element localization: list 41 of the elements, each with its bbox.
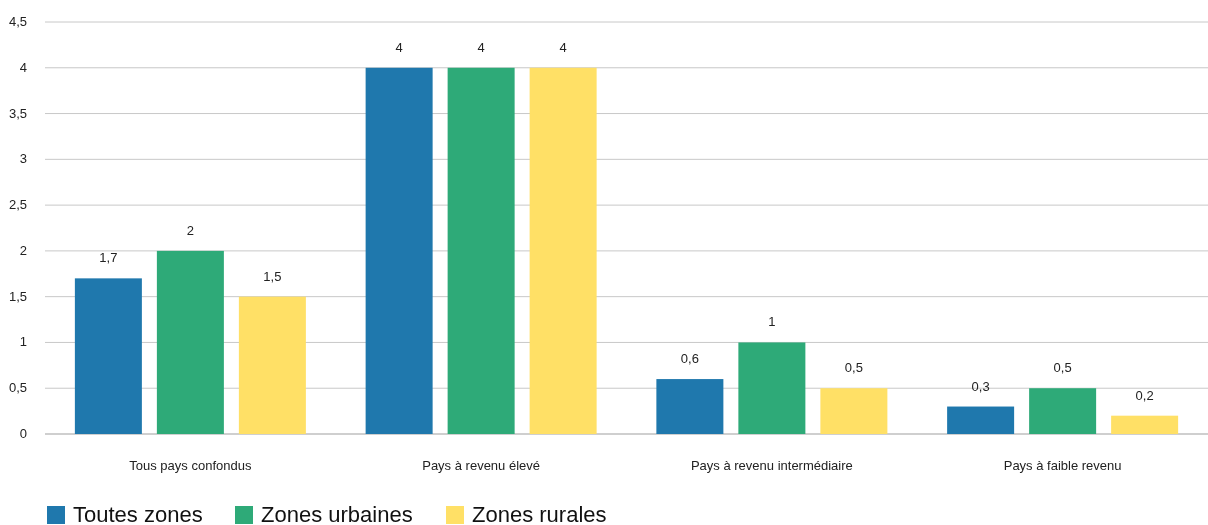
y-tick-label: 3 xyxy=(19,151,27,167)
data-label: 4 xyxy=(395,39,403,55)
data-label: 0,2 xyxy=(1135,387,1154,403)
data-label: 0,5 xyxy=(844,360,863,376)
data-label: 1 xyxy=(768,314,776,330)
data-label: 2 xyxy=(186,222,194,238)
data-label: 0,5 xyxy=(1053,360,1072,376)
y-tick-label: 2 xyxy=(19,242,27,258)
data-label: 0,3 xyxy=(971,378,990,394)
data-label: 4 xyxy=(559,39,567,55)
y-tick-label: 0 xyxy=(19,426,27,441)
data-label: 4 xyxy=(477,39,485,55)
legend-label: Toutes zones xyxy=(73,502,203,525)
bar xyxy=(529,67,597,434)
y-tick-label: 0,5 xyxy=(8,380,27,396)
bar xyxy=(365,67,433,434)
y-tick-label: 1,5 xyxy=(8,288,27,304)
legend-label: Zones rurales xyxy=(472,502,607,525)
x-tick-label: Pays à faible revenu xyxy=(1003,458,1122,473)
data-label: 1,5 xyxy=(263,268,282,284)
y-tick-label: 4,5 xyxy=(8,14,27,29)
x-tick-label: Pays à revenu intermédiaire xyxy=(690,458,853,473)
bar xyxy=(156,250,224,434)
bar xyxy=(74,278,142,434)
bar xyxy=(238,296,306,434)
x-tick-label: Pays à revenu élevé xyxy=(422,458,541,473)
y-tick-label: 3,5 xyxy=(8,105,27,121)
bar xyxy=(947,406,1015,434)
bar xyxy=(447,67,515,434)
legend-label: Zones urbaines xyxy=(261,502,413,525)
y-tick-label: 4 xyxy=(19,59,27,75)
bar xyxy=(656,379,724,434)
y-tick-label: 2,5 xyxy=(8,197,27,213)
x-tick-label: Tous pays confondus xyxy=(129,458,252,473)
bar xyxy=(820,388,888,434)
bar xyxy=(1111,415,1179,434)
bar xyxy=(738,342,806,434)
data-label: 0,6 xyxy=(680,351,699,367)
bar xyxy=(1029,388,1097,434)
y-tick-label: 1 xyxy=(19,334,27,350)
data-label: 1,7 xyxy=(99,250,118,266)
